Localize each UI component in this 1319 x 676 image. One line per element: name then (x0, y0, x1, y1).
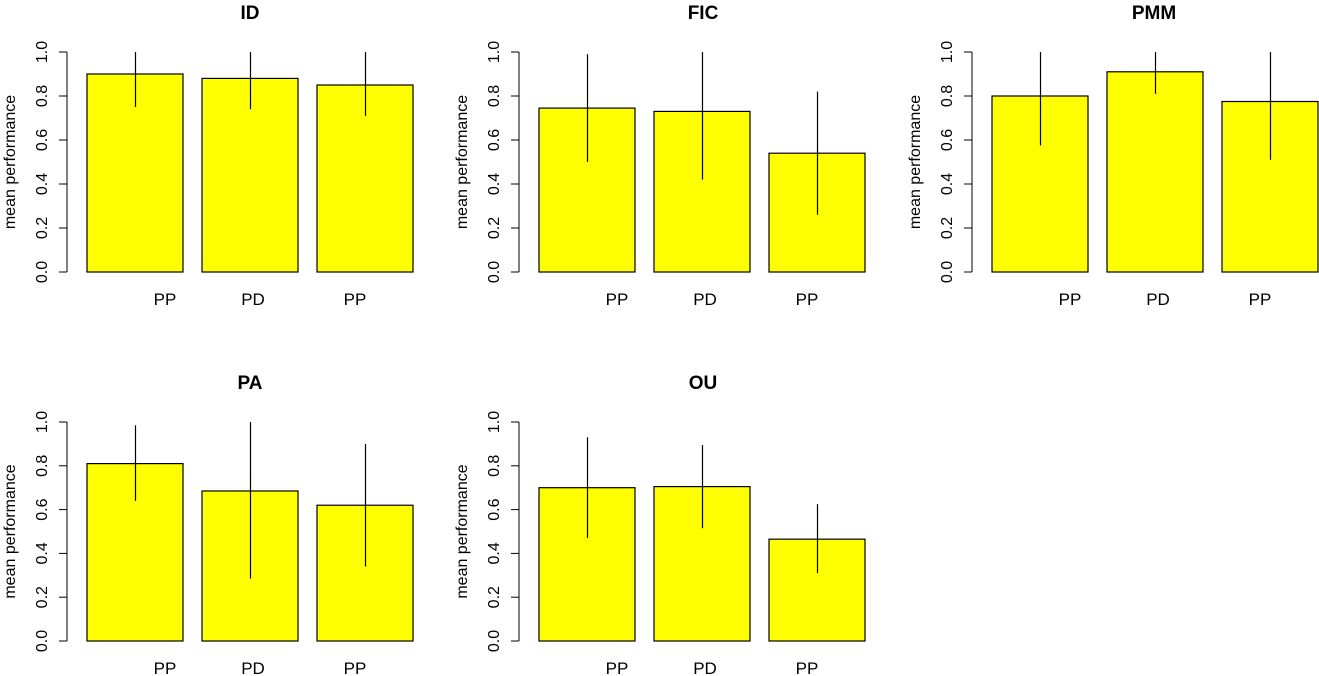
y-tick-label: 0.0 (34, 630, 51, 652)
y-tick-label: 1.0 (486, 411, 503, 433)
chart-title: PMM (1132, 3, 1176, 24)
chart-panel: OU 0.0 0.2 0.4 0.6 0.8 1.0 mean performance PP PD… (454, 373, 866, 676)
y-tick-label: 0.6 (34, 498, 51, 520)
y-tick-label: 0.2 (486, 586, 503, 608)
y-tick-label: 0.8 (34, 85, 51, 107)
y-axis-label: mean performance (454, 464, 471, 598)
category-label: PP (1059, 290, 1082, 309)
y-tick-label: 1.0 (34, 411, 51, 433)
y-tick-label: 0.4 (34, 173, 51, 195)
category-label: PD (693, 290, 717, 309)
category-label: PP (796, 659, 819, 676)
y-tick-label: 0.2 (486, 217, 503, 239)
chart-title: ID (241, 3, 260, 24)
chart-title: PA (238, 373, 263, 394)
y-tick-label: 1.0 (939, 41, 956, 63)
category-label: PD (241, 290, 265, 309)
chart-panel: PA 0.0 0.2 0.4 0.6 0.8 1.0 mean performance PP PD… (2, 373, 414, 676)
y-tick-label: 0.0 (486, 630, 503, 652)
y-tick-label: 0.4 (486, 542, 503, 564)
chart-panel: ID 0.0 0.2 0.4 0.6 0.8 1.0 mean performance PP PD… (2, 3, 414, 309)
chart-panel: PMM 0.0 0.2 0.4 0.6 0.8 1.0 mean performance PP P… (907, 3, 1319, 309)
category-label: PP (154, 290, 177, 309)
category-label: PP (344, 659, 367, 676)
chart-title: OU (689, 373, 718, 394)
y-tick-label: 0.0 (486, 261, 503, 283)
y-axis-label: mean performance (2, 464, 19, 598)
y-tick-label: 0.4 (939, 173, 956, 195)
y-tick-label: 0.8 (486, 85, 503, 107)
category-label: PP (606, 659, 629, 676)
y-tick-label: 0.8 (486, 455, 503, 477)
category-label: PP (606, 290, 629, 309)
chart-title: FIC (688, 3, 719, 24)
y-axis-label: mean performance (454, 95, 471, 229)
category-label: PP (344, 290, 367, 309)
y-tick-label: 1.0 (486, 41, 503, 63)
category-label: PD (241, 659, 265, 676)
y-tick-label: 0.4 (486, 173, 503, 195)
category-label: PP (1249, 290, 1272, 309)
category-label: PP (796, 290, 819, 309)
chart-panel: FIC 0.0 0.2 0.4 0.6 0.8 1.0 mean performance PP P… (454, 3, 866, 309)
y-tick-label: 0.6 (34, 129, 51, 151)
category-label: PD (1146, 290, 1170, 309)
y-tick-label: 0.6 (939, 129, 956, 151)
y-tick-label: 0.2 (34, 217, 51, 239)
bar (201, 77, 299, 273)
y-tick-label: 0.2 (939, 217, 956, 239)
bar (1106, 71, 1204, 273)
y-axis-label: mean performance (2, 95, 19, 229)
y-tick-label: 0.4 (34, 542, 51, 564)
y-tick-label: 1.0 (34, 41, 51, 63)
y-tick-label: 0.0 (939, 261, 956, 283)
y-tick-label: 0.8 (939, 85, 956, 107)
y-tick-label: 0.6 (486, 129, 503, 151)
y-tick-label: 0.8 (34, 455, 51, 477)
category-label: PD (693, 659, 717, 676)
bar (316, 84, 414, 273)
y-tick-label: 0.0 (34, 261, 51, 283)
y-tick-label: 0.6 (486, 498, 503, 520)
y-tick-label: 0.2 (34, 586, 51, 608)
y-axis-label: mean performance (907, 95, 924, 229)
category-label: PP (154, 659, 177, 676)
